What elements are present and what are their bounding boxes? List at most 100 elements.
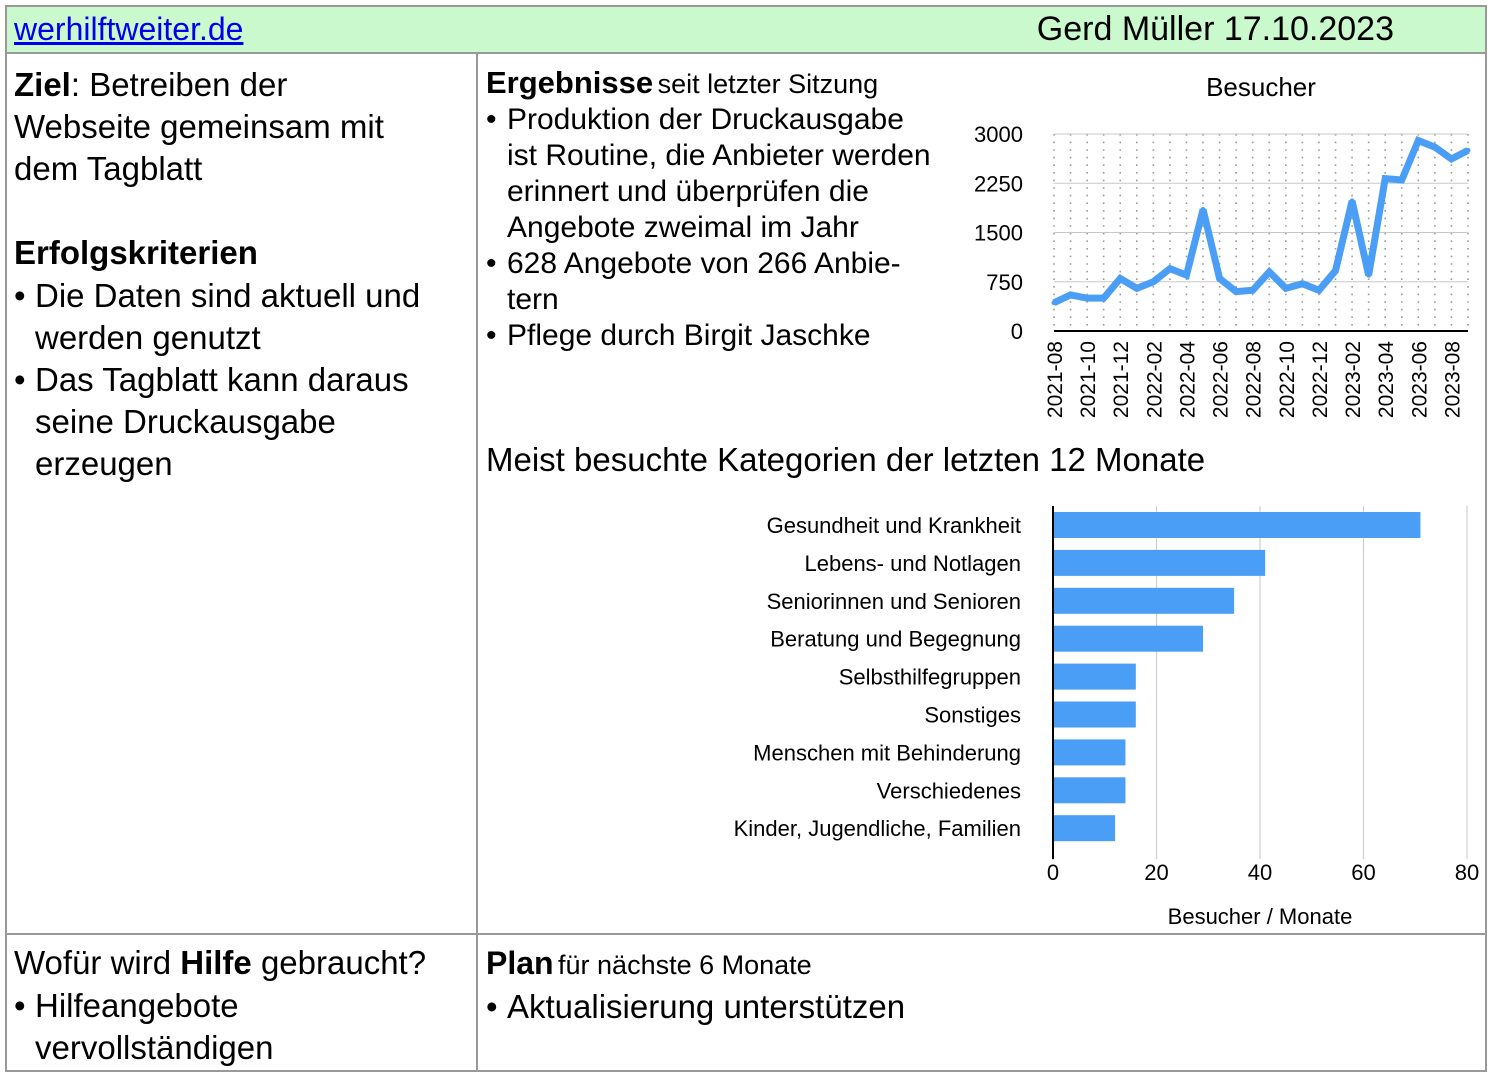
x-tick-label: 2022-10 — [1276, 341, 1299, 418]
results-title: Ergebnisse — [486, 65, 654, 100]
data-point — [1266, 269, 1272, 275]
help-title-bold: Hilfe — [180, 944, 252, 981]
data-point — [1382, 176, 1388, 182]
help-title: Wofür wird Hilfe gebraucht? — [14, 946, 426, 979]
data-point — [1333, 268, 1339, 274]
bar — [1054, 777, 1126, 804]
x-axis-label: Besucher / Monate — [1168, 904, 1353, 929]
data-point — [1250, 287, 1256, 293]
x-tick-label: 0 — [1047, 860, 1059, 885]
data-point — [1200, 207, 1206, 213]
x-tick-label: 2022-08 — [1243, 341, 1266, 418]
bar — [1054, 549, 1266, 576]
list-item: Pflege durch Birgit Jaschke — [486, 318, 931, 354]
list-item-line: Das Tagblatt kann daraus — [35, 361, 409, 398]
help-title-post: gebraucht? — [251, 944, 427, 981]
list-item-line: Aktualisierung unterstützen — [507, 988, 906, 1025]
list-item-line: 628 Angebote von 266 Anbie- — [507, 247, 901, 280]
x-tick-label: 2022-04 — [1176, 341, 1199, 418]
x-tick-label: 2023-04 — [1375, 341, 1398, 418]
data-point — [1084, 295, 1090, 301]
goal-block: Ziel: Betreiben der Webseite gemeinsam m… — [14, 64, 384, 190]
results-list: Produktion der Druckausgabe ist Routine,… — [486, 102, 931, 354]
results-heading: Ergebnisse seit letzter Sitzung — [486, 67, 878, 98]
header-bar — [7, 7, 1485, 52]
data-point — [1415, 138, 1421, 144]
list-item-line: Hilfeangebote — [35, 987, 239, 1024]
data-point — [1183, 272, 1189, 278]
data-point — [1150, 279, 1156, 285]
data-point — [1134, 285, 1140, 291]
data-point — [1283, 285, 1289, 291]
bar-chart-title: Meist besuchte Kategorien der letzten 12… — [486, 441, 1206, 478]
categories-bar-chart: 0 20 40 60 80 Gesundheit und Krankheit Lebens-… — [734, 506, 1479, 929]
list-item-line: ist Routine, die Anbieter werden — [507, 139, 931, 172]
bar — [1054, 739, 1126, 766]
list-item-line: vervollständigen — [35, 1029, 274, 1066]
plan-heading: Plan für nächste 6 Monate — [486, 947, 812, 979]
data-point — [1068, 292, 1074, 298]
bar — [1054, 663, 1136, 690]
line-chart-title: Besucher — [1206, 72, 1316, 102]
bar — [1054, 701, 1136, 728]
y-tick-label: 0 — [1011, 319, 1023, 344]
plan-title: Plan — [486, 945, 554, 981]
visitors-line-chart: Besucher 0 750 1500 2250 3000 2021-08 2021-10 20… — [974, 72, 1471, 418]
visitors-series-line — [1052, 136, 1470, 306]
data-point — [1366, 272, 1372, 278]
x-tick-label: 2022-06 — [1210, 341, 1233, 418]
list-item-line: erinnert und überprüfen die — [507, 175, 869, 208]
author-date: Gerd Müller 17.10.2023 — [1036, 10, 1394, 48]
x-tick-label: 2021-12 — [1110, 341, 1133, 418]
list-item-line: Angebote zweimal im Jahr — [507, 211, 859, 244]
category-label: Kinder, Jugendliche, Familien — [734, 816, 1021, 841]
bar — [1054, 815, 1116, 842]
bar — [1054, 625, 1204, 652]
data-point — [1432, 144, 1438, 150]
list-item: Hilfeangebote vervollständigen — [14, 985, 273, 1069]
website-link[interactable]: werhilftweiter.de — [14, 11, 244, 47]
list-item: 628 Angebote von 266 Anbie- tern — [486, 246, 931, 318]
data-point — [1299, 281, 1305, 287]
bar — [1054, 512, 1421, 538]
y-tick-label: 2250 — [974, 171, 1023, 196]
data-point — [1448, 156, 1454, 162]
divider-header — [7, 52, 1485, 54]
x-tick-label: 2022-02 — [1143, 341, 1166, 418]
data-point — [1167, 266, 1173, 272]
goal-line: : Betreiben der — [70, 66, 288, 103]
list-item-line: seine Druckausgabe — [35, 403, 336, 440]
data-point — [1101, 295, 1107, 301]
x-tick-label: 20 — [1144, 860, 1168, 885]
criteria-list: Die Daten sind aktuell und werden genutz… — [14, 275, 420, 485]
category-label: Sonstiges — [924, 703, 1021, 728]
x-tick-label: 2023-02 — [1342, 341, 1365, 418]
y-tick-label: 3000 — [974, 122, 1023, 147]
list-item: Aktualisierung unterstützen — [486, 986, 905, 1028]
category-label: Gesundheit und Krankheit — [767, 513, 1021, 538]
results-subtitle: seit letzter Sitzung — [657, 69, 879, 99]
data-point — [1117, 275, 1123, 281]
x-tick-label: 2022-12 — [1309, 341, 1332, 418]
data-point — [1051, 300, 1057, 306]
category-label: Seniorinnen und Senioren — [767, 589, 1021, 614]
data-point — [1233, 289, 1239, 295]
data-point — [1349, 198, 1355, 204]
data-point — [1465, 147, 1471, 153]
x-tick-label: 60 — [1351, 860, 1375, 885]
bar — [1054, 587, 1235, 614]
goal-line: dem Tagblatt — [14, 150, 203, 187]
help-list: Hilfeangebote vervollständigen — [14, 985, 273, 1069]
help-title-pre: Wofür wird — [14, 944, 181, 981]
list-item-line: tern — [507, 283, 559, 316]
list-item-line: erzeugen — [35, 445, 173, 482]
category-label: Lebens- und Notlagen — [805, 551, 1022, 576]
y-tick-label: 1500 — [974, 221, 1023, 246]
list-item-line: werden genutzt — [35, 319, 261, 356]
y-tick-label: 750 — [986, 270, 1023, 295]
goal-label: Ziel — [14, 66, 71, 103]
goal-line: Webseite gemeinsam mit — [14, 108, 384, 145]
divider-vertical — [476, 54, 478, 1070]
x-tick-label: 2021-08 — [1044, 341, 1067, 418]
x-tick-label: 2021-10 — [1077, 341, 1100, 418]
